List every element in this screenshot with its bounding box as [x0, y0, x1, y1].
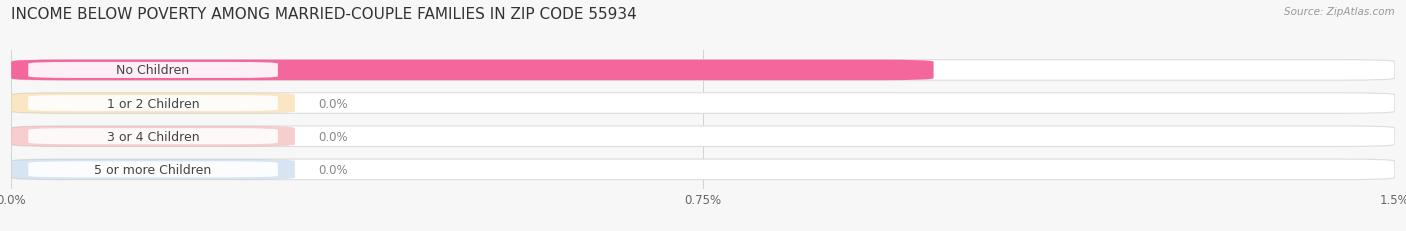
- Text: 1.0%: 1.0%: [952, 64, 981, 77]
- FancyBboxPatch shape: [11, 93, 1395, 114]
- FancyBboxPatch shape: [11, 126, 295, 147]
- Text: 0.0%: 0.0%: [318, 97, 347, 110]
- FancyBboxPatch shape: [11, 60, 934, 81]
- FancyBboxPatch shape: [28, 162, 278, 178]
- FancyBboxPatch shape: [11, 93, 295, 114]
- FancyBboxPatch shape: [28, 129, 278, 145]
- Text: No Children: No Children: [117, 64, 190, 77]
- Text: 0.0%: 0.0%: [318, 163, 347, 176]
- Text: 1 or 2 Children: 1 or 2 Children: [107, 97, 200, 110]
- Text: 5 or more Children: 5 or more Children: [94, 163, 212, 176]
- FancyBboxPatch shape: [11, 60, 295, 81]
- Text: 0.0%: 0.0%: [318, 130, 347, 143]
- FancyBboxPatch shape: [11, 159, 295, 180]
- FancyBboxPatch shape: [11, 159, 1395, 180]
- Text: Source: ZipAtlas.com: Source: ZipAtlas.com: [1284, 7, 1395, 17]
- FancyBboxPatch shape: [28, 96, 278, 112]
- Text: 3 or 4 Children: 3 or 4 Children: [107, 130, 200, 143]
- FancyBboxPatch shape: [28, 63, 278, 79]
- Text: INCOME BELOW POVERTY AMONG MARRIED-COUPLE FAMILIES IN ZIP CODE 55934: INCOME BELOW POVERTY AMONG MARRIED-COUPL…: [11, 7, 637, 22]
- FancyBboxPatch shape: [11, 60, 1395, 81]
- FancyBboxPatch shape: [11, 126, 1395, 147]
